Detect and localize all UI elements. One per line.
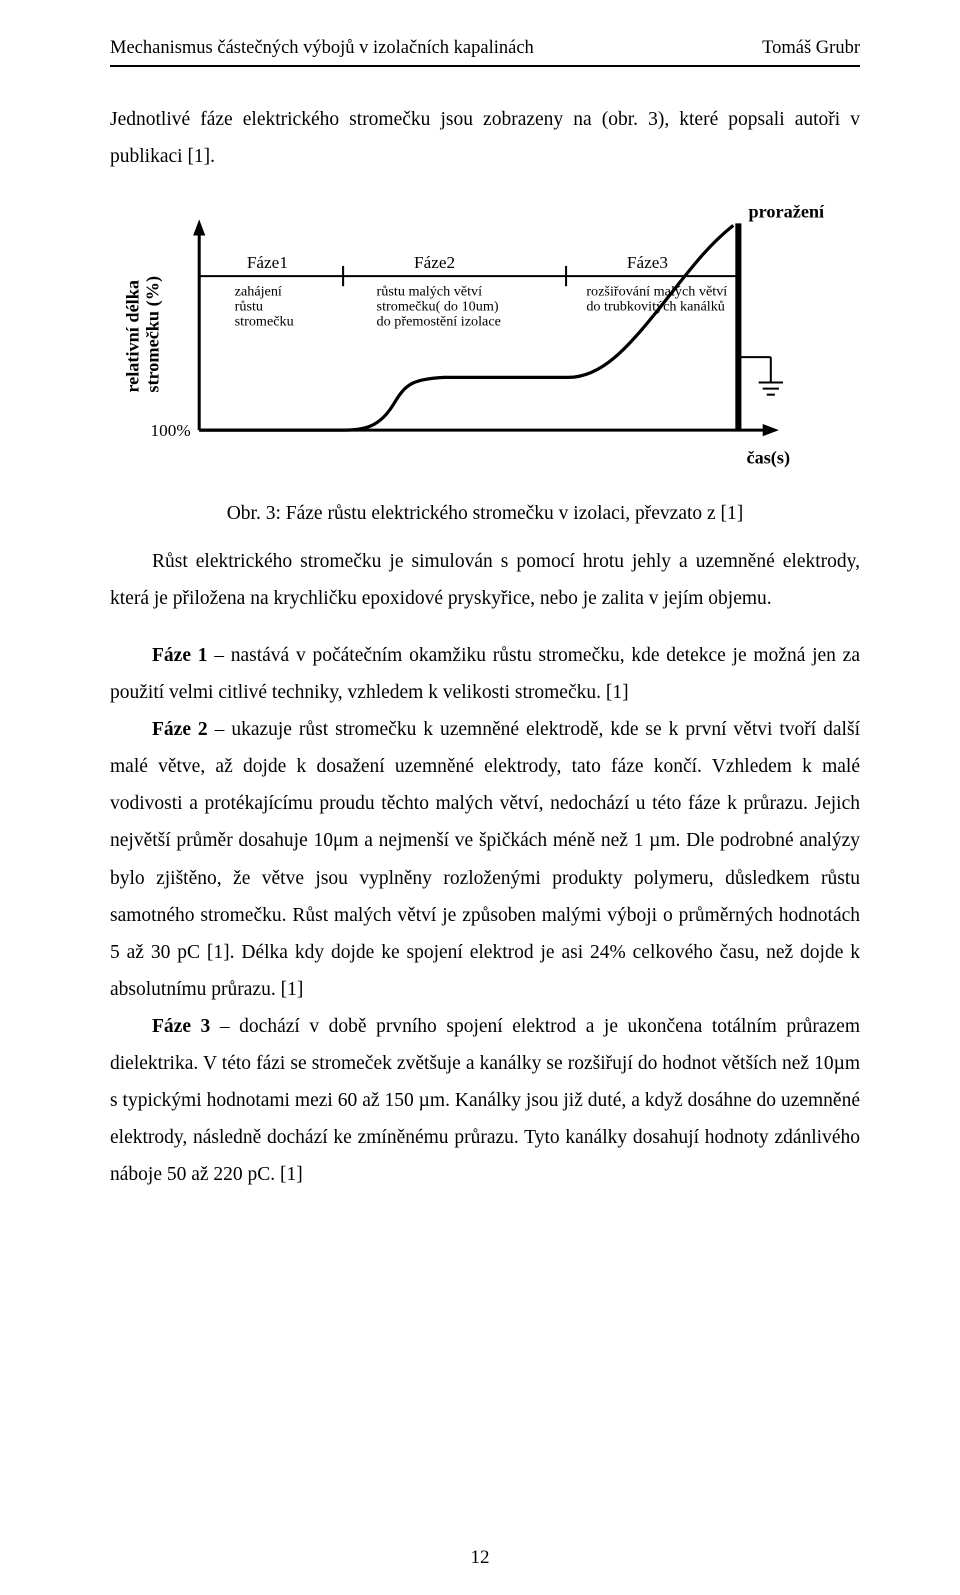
phase3-text: – dochází v době prvního spojení elektro… [110,1016,860,1185]
y-axis-label-line1: relativní délka [122,280,142,393]
phase1-title: Fáze1 [247,253,288,272]
phase1-text: – nastává v počátečním okamžiku růstu st… [110,645,860,703]
phase-chart-svg: relativní délka stromečku (%) proražení … [110,195,860,499]
post-figure-paragraph: Růst elektrického stromečku je simulován… [110,543,860,617]
phase2-title: Fáze2 [414,253,455,272]
post-figure-text: Růst elektrického stromečku je simulován… [110,551,860,609]
phase3-title: Fáze3 [627,253,668,272]
phase2-l1: růstu malých větví [377,283,483,299]
phase3-label: Fáze 3 [152,1016,210,1037]
phase2-label: Fáze 2 [152,719,208,740]
phase2-l2: stromečku( do 10um) [377,299,499,315]
phase2-l3: do přemostění izolace [377,314,501,330]
x-axis-arrow [763,424,779,436]
y-axis-arrow [193,219,205,235]
phase1-paragraph: Fáze 1 – nastává v počátečním okamžiku r… [110,637,860,711]
phase2-paragraph: Fáze 2 – ukazuje růst stromečku k uzemně… [110,711,860,1007]
x-axis-label: čas(s) [746,448,790,469]
phase3-l2: do trubkovitých kanálků [586,299,725,315]
y-tick-100: 100% [151,421,191,440]
y-axis-label-line2: stromečku (%) [143,276,164,393]
intro-paragraph: Jednotlivé fáze elektrického stromečku j… [110,101,860,175]
phase2-text: – ukazuje růst stromečku k uzemněné elek… [110,719,860,999]
page-number: 12 [0,1547,960,1569]
phase3-paragraph: Fáze 3 – dochází v době prvního spojení … [110,1008,860,1193]
breakdown-label: proražení [749,201,826,221]
header-rule [110,65,860,67]
phase1-l3: stromečku [235,314,294,330]
figure-3: relativní délka stromečku (%) proražení … [110,195,860,499]
header-left: Mechanismus částečných výbojů v izolační… [110,38,534,59]
header-right: Tomáš Grubr [762,38,860,59]
phase1-l1: zahájení [235,283,282,299]
phase1-l2: růstu [235,299,263,315]
intro-text: Jednotlivé fáze elektrického stromečku j… [110,109,860,167]
running-header: Mechanismus částečných výbojů v izolační… [110,38,860,59]
phase3-l1: rozšiřování malých větví [586,283,727,299]
phase1-label: Fáze 1 [152,645,207,666]
figure-caption: Obr. 3: Fáze růstu elektrického stromečk… [110,503,860,525]
